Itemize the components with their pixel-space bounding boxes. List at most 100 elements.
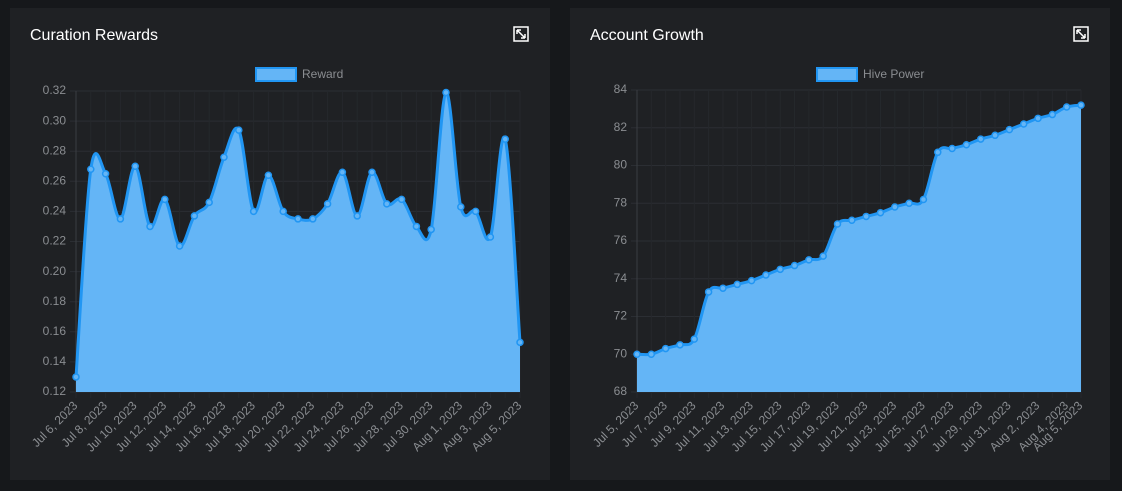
y-tick-label: 82 [614, 120, 628, 134]
area [76, 92, 520, 392]
point [633, 350, 641, 358]
y-tick-label: 74 [614, 271, 628, 285]
point [919, 195, 928, 204]
y-tick-label: 0.16 [43, 324, 67, 338]
point [516, 338, 524, 347]
point [427, 225, 435, 234]
y-tick-label: 78 [614, 195, 628, 209]
point [790, 261, 799, 270]
area [637, 105, 1081, 392]
point [991, 131, 999, 140]
point [1077, 101, 1085, 109]
point [661, 344, 670, 353]
expand-icon [1076, 29, 1086, 39]
point [1034, 114, 1042, 123]
point [805, 256, 813, 264]
point [471, 207, 480, 216]
point [205, 198, 213, 207]
point [101, 170, 110, 178]
point [1019, 120, 1028, 128]
legend-label: Reward [302, 67, 343, 81]
point [146, 222, 154, 231]
point [833, 220, 842, 228]
point [848, 216, 856, 224]
expand-icon [516, 29, 526, 39]
point [353, 212, 361, 220]
y-tick-label: 0.14 [43, 354, 67, 368]
y-tick-label: 0.12 [43, 384, 67, 398]
point [747, 276, 756, 285]
point [87, 165, 95, 174]
y-tick-label: 0.32 [43, 83, 67, 97]
point [934, 148, 942, 157]
legend-label: Hive Power [863, 67, 924, 81]
point [116, 215, 125, 223]
point [412, 222, 421, 231]
point [190, 212, 199, 220]
y-tick-label: 0.24 [43, 204, 67, 218]
point [397, 195, 406, 204]
point [733, 280, 742, 289]
point [1048, 110, 1057, 119]
point [762, 271, 770, 279]
line [74, 90, 522, 378]
y-tick-label: 68 [614, 384, 628, 398]
point [457, 203, 465, 211]
point [647, 350, 656, 358]
point [131, 162, 139, 170]
point [501, 135, 509, 143]
point [976, 135, 985, 143]
panel-title: Account Growth [590, 27, 704, 44]
y-tick-label: 0.28 [43, 143, 67, 157]
point [962, 140, 971, 149]
y-tick-label: 0.26 [43, 173, 67, 187]
point [704, 288, 713, 296]
y-tick-label: 70 [614, 346, 628, 360]
point [719, 284, 727, 292]
point [905, 199, 913, 207]
expand-button[interactable] [1073, 26, 1089, 42]
point [876, 208, 885, 217]
point [776, 265, 784, 274]
panel-title: Curation Rewards [30, 27, 158, 44]
y-tick-label: 0.20 [43, 264, 67, 278]
point [161, 195, 169, 204]
point [309, 215, 317, 223]
point [1005, 125, 1014, 134]
expand-icon [1073, 26, 1089, 42]
y-tick-label: 76 [614, 233, 628, 247]
legend-swatch [255, 67, 297, 82]
point [862, 212, 870, 221]
point [891, 203, 899, 211]
legend-swatch [816, 67, 858, 82]
point [948, 144, 956, 153]
point [338, 168, 347, 177]
point [442, 88, 450, 97]
point [235, 126, 243, 134]
point [220, 153, 228, 161]
point [323, 200, 332, 208]
y-tick-label: 84 [614, 82, 628, 96]
point [690, 335, 699, 343]
point [294, 215, 302, 223]
point [264, 171, 273, 180]
y-tick-label: 80 [614, 158, 628, 172]
point [368, 168, 376, 177]
point [1062, 103, 1071, 111]
point [676, 341, 684, 349]
point [249, 207, 258, 216]
point [383, 200, 391, 208]
y-tick-label: 0.30 [43, 113, 67, 127]
point [175, 242, 184, 250]
point [72, 373, 80, 381]
y-tick-label: 0.18 [43, 294, 67, 308]
point [486, 233, 495, 241]
expand-icon [513, 26, 529, 42]
point [279, 207, 287, 216]
expand-button[interactable] [513, 26, 529, 42]
y-tick-label: 72 [614, 309, 628, 323]
y-tick-label: 0.22 [43, 234, 67, 248]
point [819, 252, 827, 260]
